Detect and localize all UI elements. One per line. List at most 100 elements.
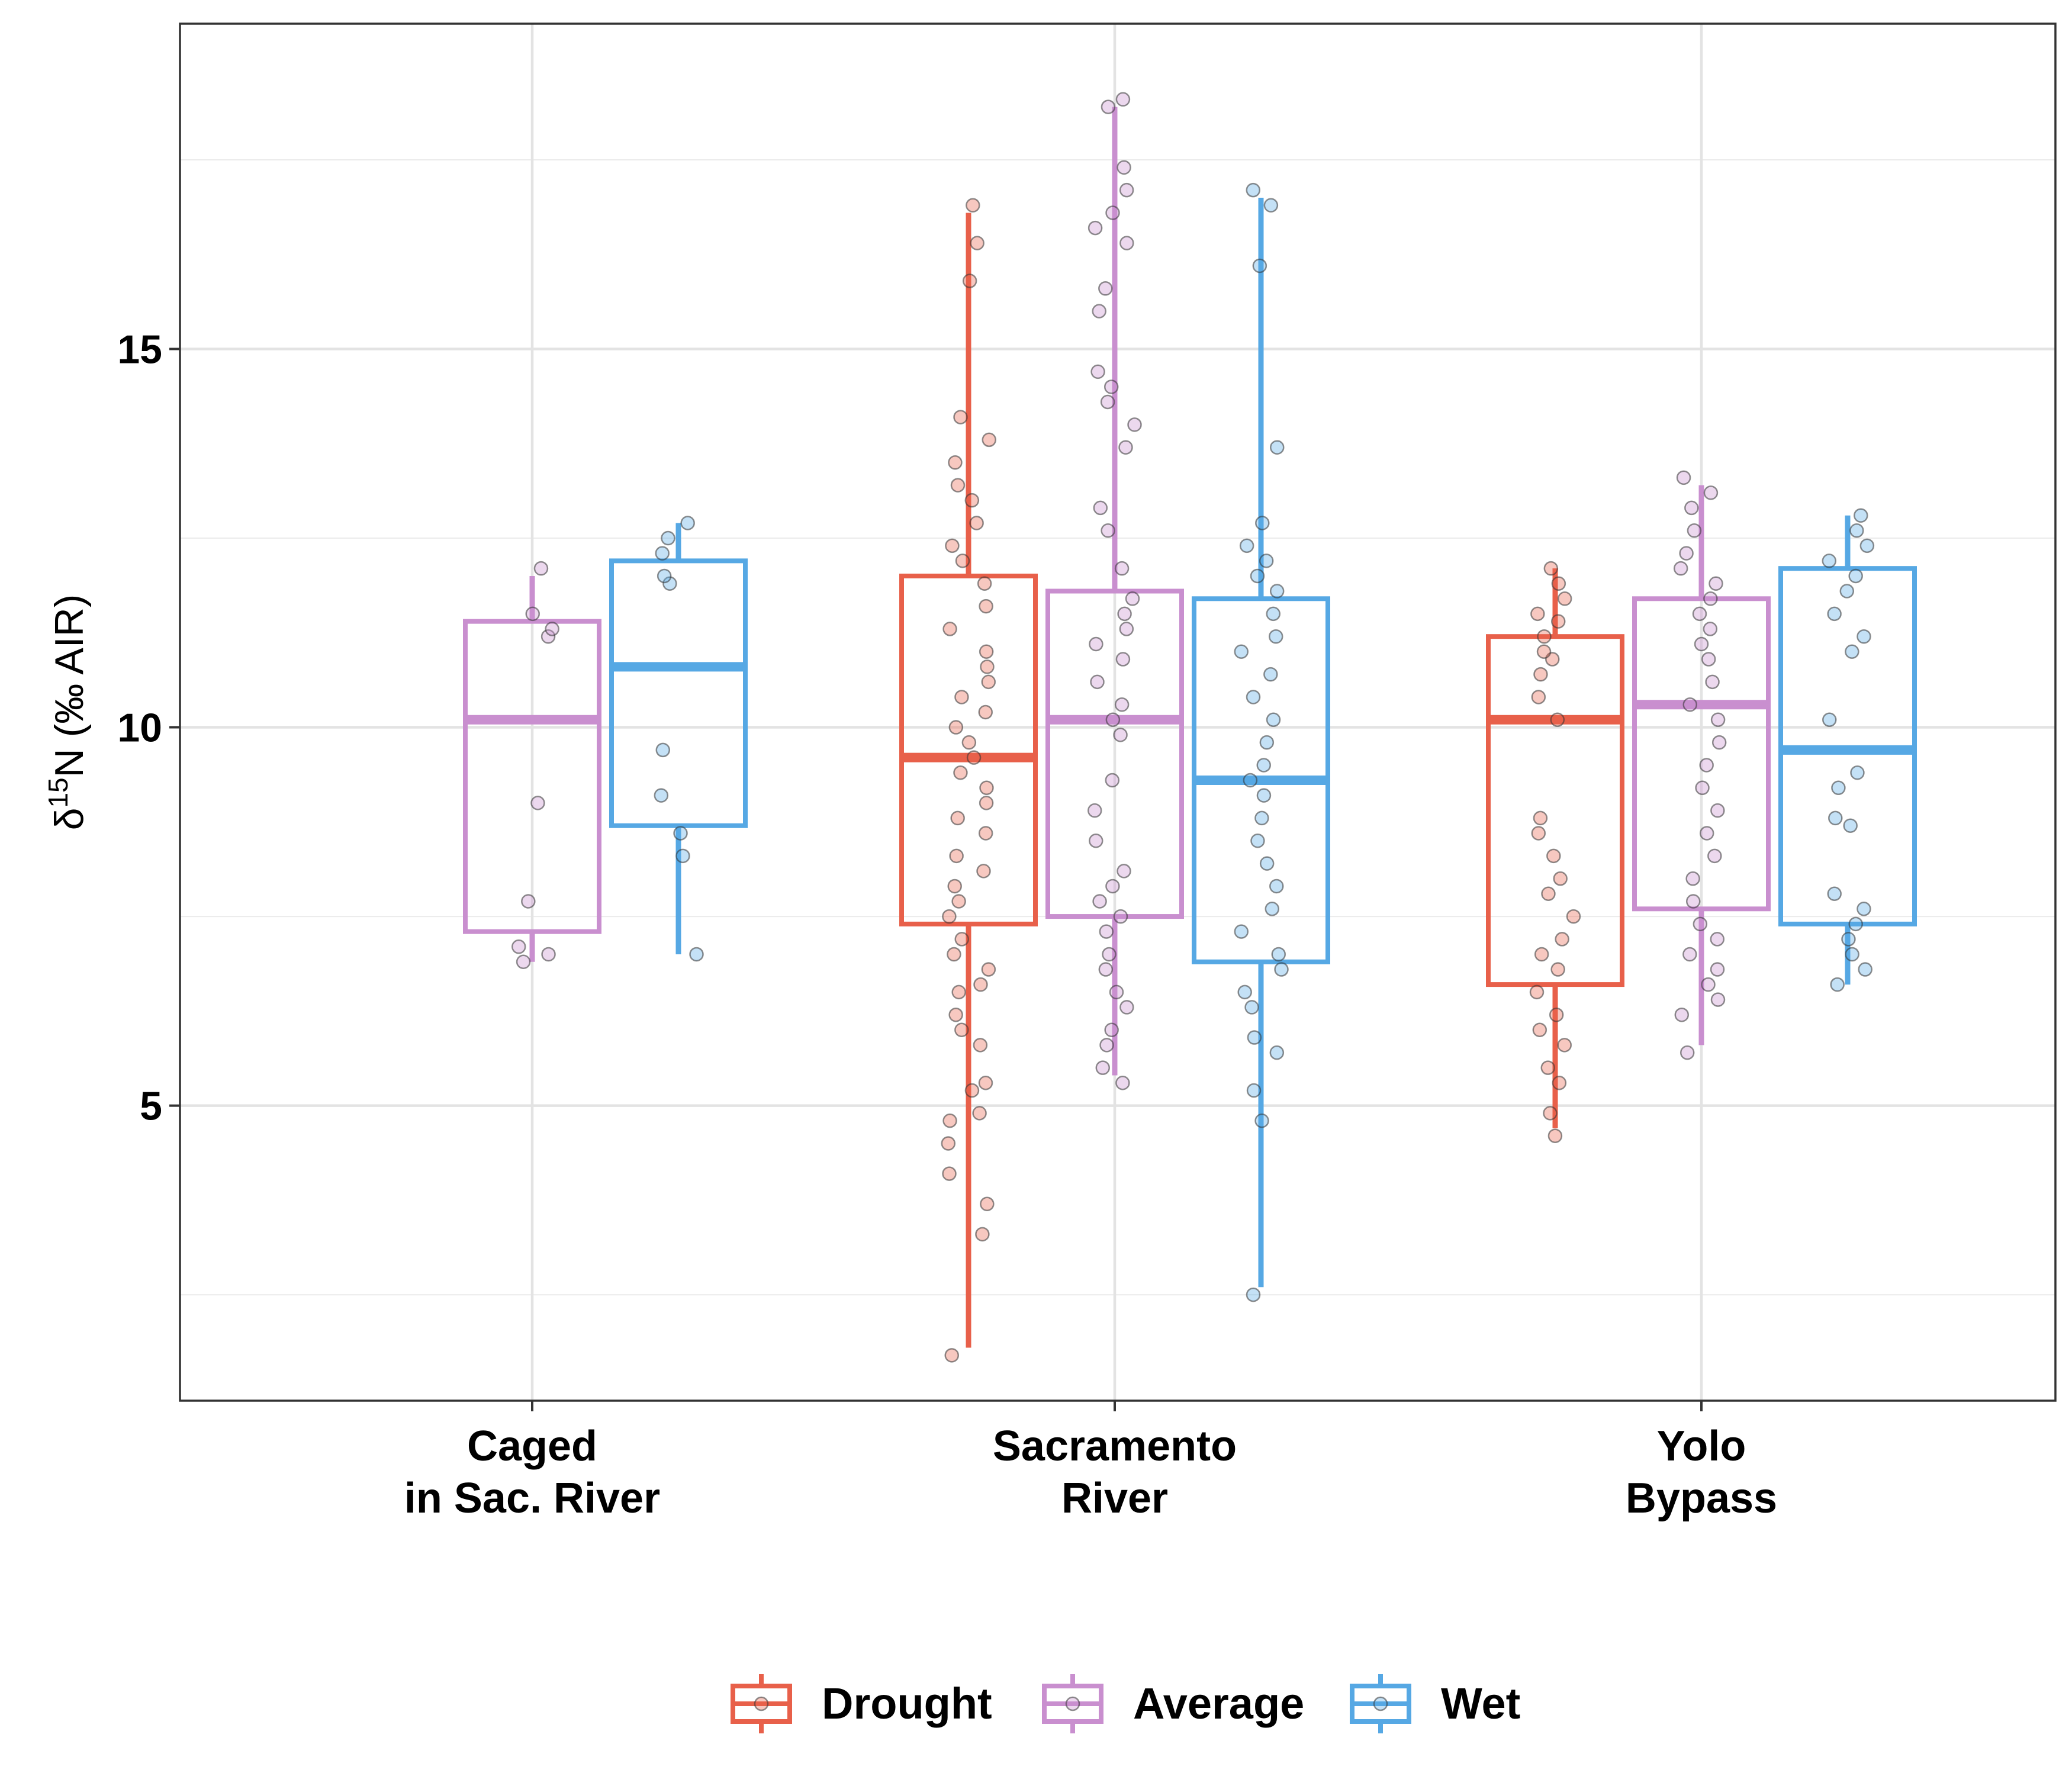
data-point	[1857, 629, 1871, 644]
legend-item-wet: Wet	[1350, 1674, 1520, 1733]
data-point	[1269, 1045, 1285, 1060]
data-point	[657, 568, 672, 584]
data-point	[1090, 364, 1105, 379]
data-point	[1102, 947, 1117, 962]
x-tick-label: in Sac. River	[404, 1475, 660, 1522]
data-point	[1115, 1075, 1130, 1090]
data-point	[981, 674, 996, 690]
data-point	[540, 629, 556, 644]
data-point	[521, 894, 536, 909]
data-point	[1841, 932, 1856, 947]
data-point	[978, 1075, 993, 1090]
data-point	[1234, 644, 1249, 659]
data-point	[1848, 916, 1863, 932]
data-point	[969, 516, 984, 530]
iqr-box	[463, 619, 601, 934]
data-point	[975, 1227, 990, 1242]
data-point	[1114, 697, 1130, 712]
legend: Drought Average Wet	[731, 1674, 1520, 1733]
data-point	[1268, 629, 1283, 644]
data-point	[1839, 584, 1855, 599]
data-point	[979, 599, 993, 614]
data-point	[1269, 879, 1284, 894]
box-average-0	[463, 561, 601, 969]
data-point	[947, 947, 961, 962]
data-point	[966, 750, 982, 765]
data-point	[1682, 697, 1697, 712]
data-point	[947, 879, 962, 894]
data-point	[1099, 1038, 1114, 1053]
data-point	[1543, 561, 1559, 576]
data-point	[1113, 909, 1128, 924]
data-point	[949, 848, 964, 864]
box-drought-1	[899, 198, 1038, 1363]
data-point	[1098, 281, 1113, 296]
data-point	[675, 848, 690, 864]
data-point	[942, 1166, 957, 1181]
data-point	[1113, 728, 1128, 742]
x-tick-label: Caged	[467, 1423, 597, 1470]
data-point	[1247, 1030, 1262, 1045]
data-point	[1858, 962, 1872, 977]
data-point	[982, 432, 997, 448]
legend-key-point	[1065, 1696, 1080, 1711]
data-point	[942, 1113, 957, 1128]
data-point	[964, 1083, 980, 1098]
data-point	[1682, 947, 1697, 962]
data-point	[944, 1348, 960, 1363]
data-point	[970, 236, 984, 250]
data-point	[1831, 780, 1846, 796]
data-point	[1119, 1000, 1134, 1015]
box-average-2	[1632, 470, 1771, 1060]
y-axis-label-superscript: 15	[43, 777, 73, 807]
data-point	[1534, 947, 1549, 962]
box-wet-2	[1778, 508, 1917, 992]
data-point	[511, 939, 526, 954]
data-point	[1532, 1022, 1547, 1038]
data-point	[1710, 932, 1725, 947]
data-point	[1117, 160, 1131, 175]
data-point	[1250, 568, 1265, 584]
iqr-box	[609, 558, 748, 828]
data-point	[1256, 758, 1271, 773]
data-point	[1680, 1045, 1695, 1060]
data-point	[1537, 629, 1552, 644]
data-point	[950, 810, 965, 826]
data-point	[1552, 1075, 1567, 1090]
data-point	[981, 962, 996, 977]
data-point	[530, 796, 545, 810]
data-point	[1115, 92, 1131, 107]
data-point	[1263, 198, 1279, 213]
data-point	[979, 796, 994, 810]
data-point	[1092, 304, 1106, 318]
data-point	[1566, 909, 1581, 924]
data-point	[1843, 818, 1858, 833]
data-point	[1710, 803, 1725, 818]
data-point	[979, 780, 994, 796]
data-point	[1707, 848, 1722, 864]
data-point	[1246, 182, 1261, 198]
x-tick-label: Bypass	[1626, 1475, 1777, 1522]
data-point	[966, 198, 980, 213]
data-point	[1246, 1287, 1261, 1302]
data-point	[1674, 1007, 1690, 1022]
data-point	[1550, 712, 1565, 728]
data-point	[951, 894, 966, 909]
plot-data	[463, 92, 1917, 1363]
legend-key-point	[754, 1696, 769, 1711]
data-point	[673, 826, 688, 841]
data-point	[1557, 1038, 1572, 1053]
data-point	[1252, 258, 1267, 274]
data-point	[941, 1136, 956, 1151]
data-point	[1109, 984, 1124, 1000]
data-point	[1536, 644, 1552, 659]
data-point	[1859, 538, 1875, 554]
data-point	[1540, 1060, 1556, 1075]
box-wet-1	[1192, 182, 1330, 1302]
plot-panel-border	[179, 22, 2057, 1402]
data-point	[1533, 810, 1548, 826]
data-point	[1687, 523, 1702, 538]
box-drought-2	[1486, 561, 1624, 1143]
data-point	[948, 720, 964, 735]
